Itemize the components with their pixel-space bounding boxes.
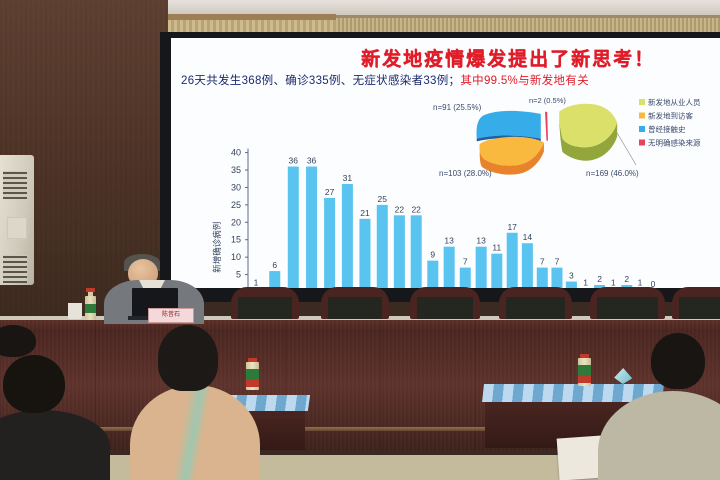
svg-text:2: 2 bbox=[597, 274, 602, 284]
svg-text:7: 7 bbox=[540, 257, 545, 267]
svg-text:6: 6 bbox=[272, 260, 277, 270]
svg-text:1: 1 bbox=[611, 278, 616, 288]
svg-text:曾经接触史: 曾经接触史 bbox=[648, 124, 686, 134]
svg-text:n=103 (28.0%): n=103 (28.0%) bbox=[439, 169, 492, 178]
svg-text:新发地从业人员: 新发地从业人员 bbox=[648, 97, 701, 107]
svg-text:7: 7 bbox=[555, 257, 560, 267]
svg-text:10: 10 bbox=[231, 252, 241, 262]
svg-text:n=169 (46.0%): n=169 (46.0%) bbox=[586, 169, 639, 178]
svg-text:n=2 (0.5%): n=2 (0.5%) bbox=[529, 96, 566, 105]
svg-text:9: 9 bbox=[430, 250, 435, 260]
svg-text:无明确感染来源: 无明确感染来源 bbox=[648, 138, 701, 148]
svg-text:1: 1 bbox=[254, 278, 259, 288]
svg-text:7: 7 bbox=[463, 257, 468, 267]
svg-text:3: 3 bbox=[569, 271, 574, 281]
svg-text:1: 1 bbox=[638, 278, 643, 288]
svg-text:5: 5 bbox=[236, 270, 241, 280]
svg-text:新发地到访客: 新发地到访客 bbox=[648, 111, 693, 121]
svg-text:2: 2 bbox=[624, 274, 629, 284]
svg-text:1: 1 bbox=[583, 278, 588, 288]
svg-text:n=91 (25.5%): n=91 (25.5%) bbox=[433, 103, 482, 112]
